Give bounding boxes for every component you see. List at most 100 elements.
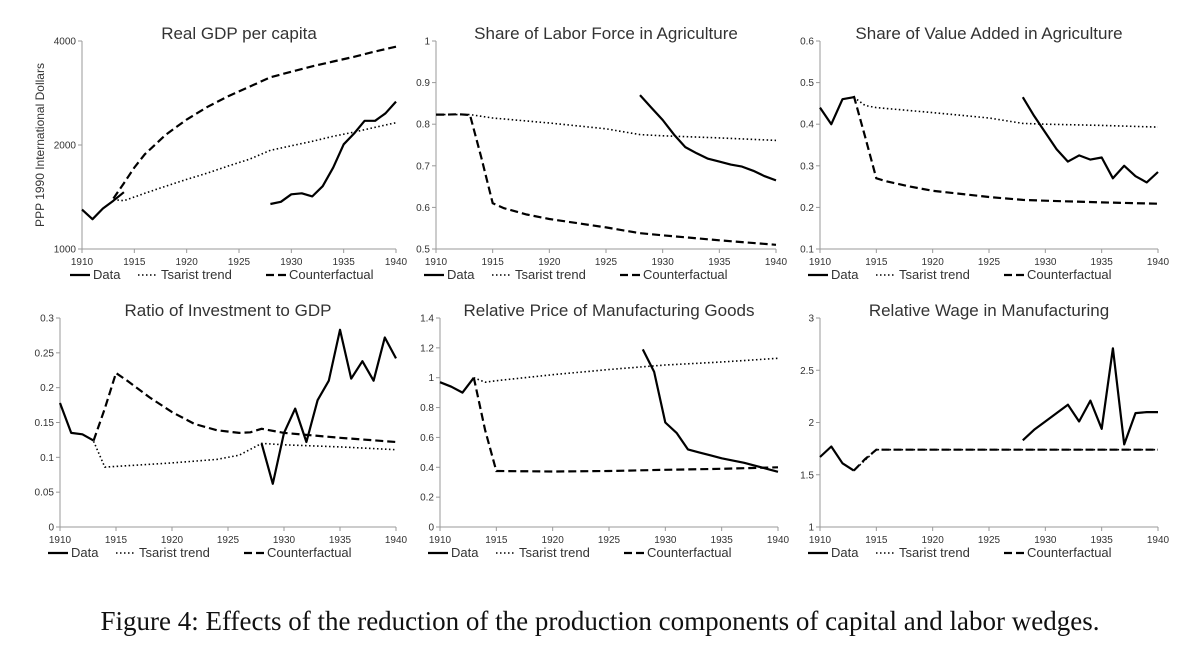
series-line-tsarist-trend	[92, 440, 397, 468]
x-tick-label: 1920	[922, 535, 945, 546]
x-tick-label: 1910	[429, 535, 452, 546]
y-tick-label: 0.1	[800, 245, 814, 256]
y-tick-label: 0.25	[35, 348, 55, 359]
legend-label: Tsarist trend	[899, 545, 970, 560]
x-tick-label: 1910	[49, 535, 72, 546]
x-tick-label: 1915	[105, 535, 128, 546]
legend-label: Tsarist trend	[139, 545, 210, 560]
x-tick-label: 1935	[708, 257, 731, 268]
x-tick-label: 1915	[865, 257, 888, 268]
legend-label: Tsarist trend	[519, 545, 590, 560]
legend-label: Data	[831, 545, 859, 560]
series-line-tsarist-trend	[853, 96, 1159, 128]
chart-title: Relative Wage in Manufacturing	[869, 301, 1109, 320]
y-tick-label: 0.15	[35, 418, 55, 429]
y-tick-label: 1	[428, 373, 434, 384]
series-line-data	[439, 377, 475, 394]
x-tick-label: 1935	[1091, 535, 1114, 546]
y-tick-label: 2.5	[800, 366, 814, 377]
x-tick-label: 1930	[654, 535, 677, 546]
series-line-tsarist-trend	[473, 357, 779, 384]
x-tick-label: 1915	[865, 535, 888, 546]
y-tick-label: 0.5	[416, 245, 430, 256]
y-tick-label: 0.6	[800, 37, 814, 48]
y-tick-label: 0.1	[40, 453, 54, 464]
y-tick-label: 4000	[54, 37, 77, 48]
x-tick-label: 1940	[765, 257, 788, 268]
x-tick-label: 1925	[217, 535, 240, 546]
x-tick-label: 1925	[228, 257, 251, 268]
y-tick-label: 1000	[54, 245, 77, 256]
series-line-data	[81, 191, 125, 221]
y-tick-label: 1	[424, 37, 430, 48]
y-axis-label: PPP 1990 International Dollars	[33, 63, 47, 227]
legend-label: Counterfactual	[647, 545, 732, 560]
legend-label: Data	[447, 267, 475, 282]
y-tick-label: 0.4	[420, 463, 434, 474]
x-tick-label: 1925	[978, 535, 1001, 546]
series-line-tsarist-trend	[436, 113, 777, 142]
x-tick-label: 1940	[767, 535, 790, 546]
x-tick-label: 1915	[123, 257, 146, 268]
x-tick-label: 1940	[1147, 257, 1170, 268]
y-tick-label: 0.9	[416, 78, 430, 89]
chart-title: Relative Price of Manufacturing Goods	[463, 301, 754, 320]
y-tick-label: 2000	[54, 141, 77, 152]
chart-title: Share of Labor Force in Agriculture	[474, 24, 738, 43]
y-tick-label: 1.4	[420, 314, 434, 325]
chart-title: Share of Value Added in Agriculture	[855, 24, 1122, 43]
chart-panel-6: Relative Wage in Manufacturing 1 1.5 2 2.5 3 1…	[800, 301, 1169, 560]
chart-panel-3: Share of Value Added in Agriculture 0.1 0.…	[800, 24, 1169, 282]
x-tick-label: 1940	[385, 535, 408, 546]
figure-caption: Figure 4: Effects of the reduction of th…	[100, 606, 1100, 636]
series-line-counterfactual	[112, 45, 397, 200]
x-tick-label: 1935	[333, 257, 356, 268]
y-tick-label: 0	[48, 523, 54, 534]
x-tick-label: 1930	[280, 257, 303, 268]
y-tick-label: 0.7	[416, 161, 430, 172]
y-tick-label: 0.3	[800, 161, 814, 172]
y-tick-label: 0.3	[40, 314, 54, 325]
legend-label: Data	[71, 545, 99, 560]
y-tick-label: 1.2	[420, 343, 434, 354]
series-line-data	[270, 100, 397, 206]
legend-label: Tsarist trend	[899, 267, 970, 282]
chart-legend: Data Tsarist trend Counterfactual	[428, 545, 732, 560]
legend-label: Data	[451, 545, 479, 560]
x-tick-label: 1910	[425, 257, 448, 268]
y-tick-label: 0.2	[420, 493, 434, 504]
y-tick-label: 0	[428, 523, 434, 534]
y-tick-label: 0.8	[420, 403, 434, 414]
legend-label: Counterfactual	[289, 267, 374, 282]
series-line-counterfactual	[472, 377, 779, 473]
chart-legend: Data Tsarist trend Counterfactual	[808, 545, 1112, 560]
x-tick-label: 1920	[176, 257, 199, 268]
x-tick-label: 1920	[538, 257, 561, 268]
legend-label: Counterfactual	[1027, 267, 1112, 282]
y-tick-label: 0.2	[40, 383, 54, 394]
x-tick-label: 1925	[978, 257, 1001, 268]
chart-legend: Data Tsarist trend Counterfactual	[48, 545, 352, 560]
chart-legend: Data Tsarist trend Counterfactual	[808, 267, 1112, 282]
legend-label: Data	[93, 267, 121, 282]
series-line-tsarist-trend	[113, 121, 397, 202]
chart-title: Ratio of Investment to GDP	[125, 301, 332, 320]
y-tick-label: 0.05	[35, 488, 55, 499]
x-tick-label: 1930	[273, 535, 296, 546]
figure-grid: Real GDP per capita 1000 2000 4000 1910 1915 1…	[33, 24, 1170, 560]
x-tick-label: 1915	[482, 257, 505, 268]
x-tick-label: 1920	[161, 535, 184, 546]
chart-panel-5: Relative Price of Manufacturing Goods 0 0.…	[420, 301, 789, 560]
x-tick-label: 1940	[385, 257, 408, 268]
x-tick-label: 1940	[1147, 535, 1170, 546]
series-line-data	[639, 94, 777, 182]
x-tick-label: 1930	[1034, 257, 1057, 268]
y-tick-label: 2	[808, 418, 814, 429]
x-tick-label: 1935	[1091, 257, 1114, 268]
y-tick-label: 0.4	[800, 120, 814, 131]
series-line-data	[641, 348, 779, 473]
series-line-tsarist-trend	[853, 448, 1158, 472]
x-tick-label: 1920	[542, 535, 565, 546]
x-tick-label: 1910	[809, 257, 832, 268]
legend-label: Counterfactual	[1027, 545, 1112, 560]
